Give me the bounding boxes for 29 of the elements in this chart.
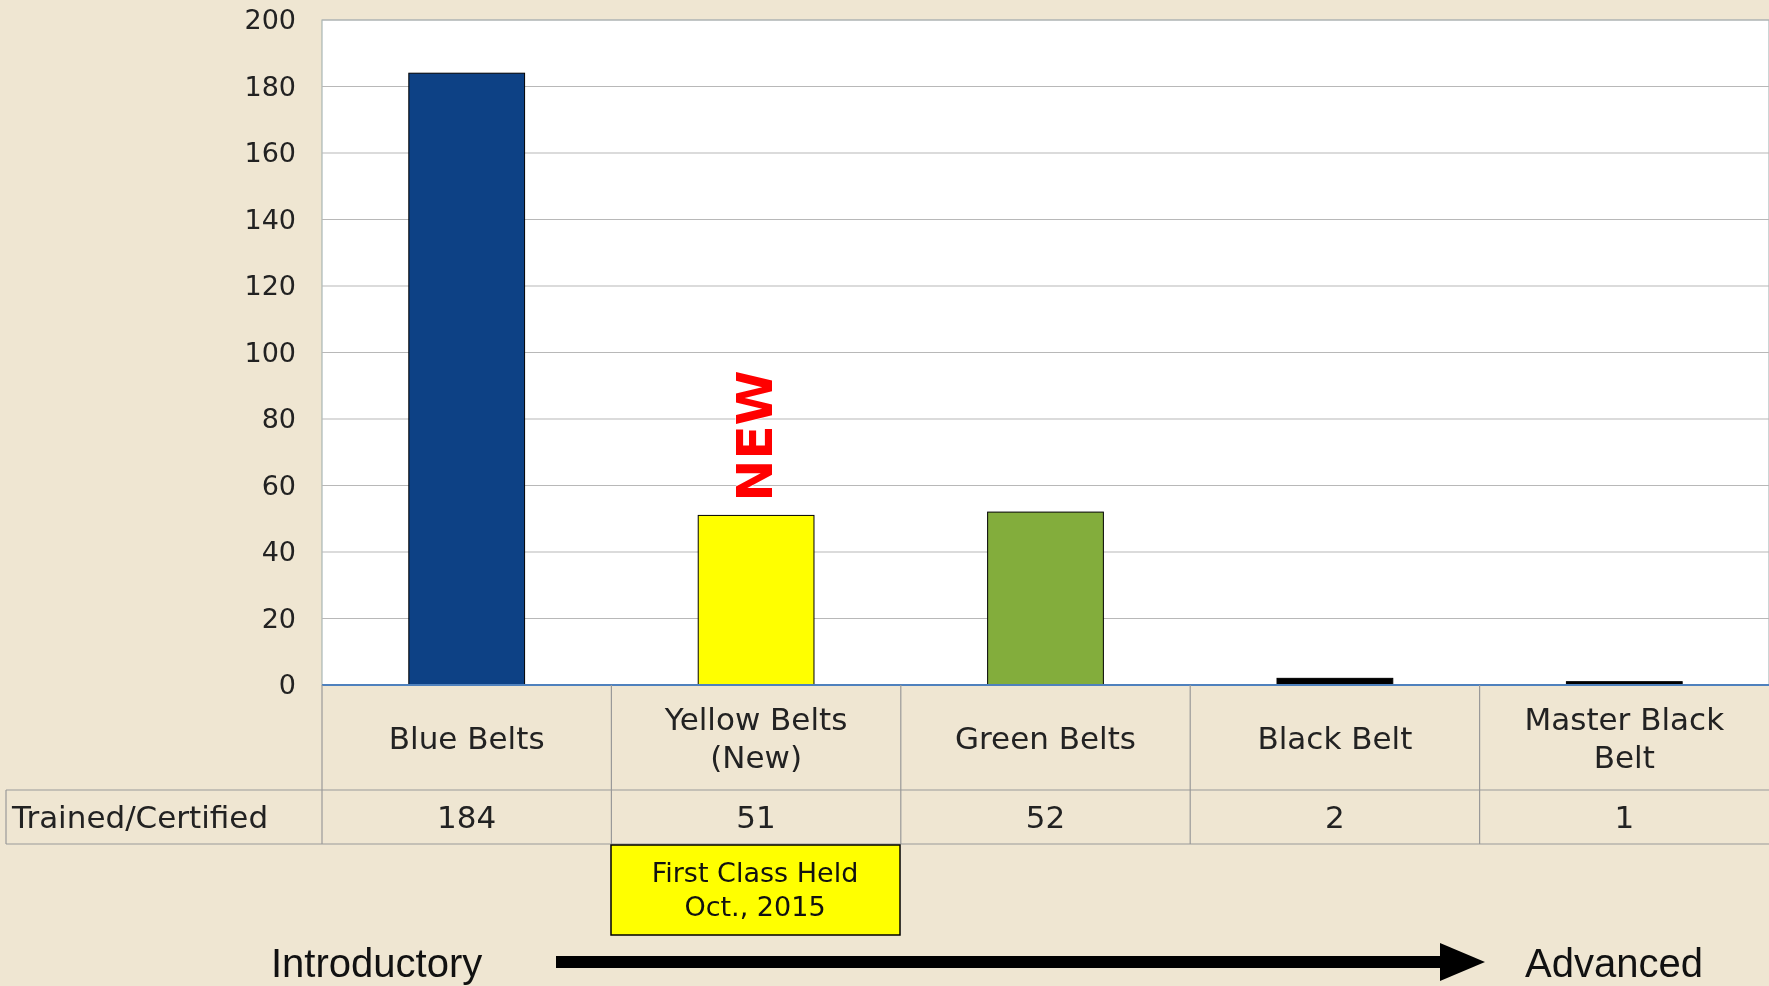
y-tick-label: 60: [261, 469, 296, 501]
y-tick-label: 140: [244, 203, 296, 235]
y-tick-label: 80: [261, 403, 296, 435]
text: Advanced: [1525, 941, 1703, 985]
y-tick-label: 0: [278, 669, 296, 701]
text: Trained/Certified: [11, 798, 269, 835]
y-tick-label: 180: [244, 70, 296, 102]
data-label: 52: [1025, 798, 1066, 835]
y-tick-label: 200: [244, 4, 296, 36]
x-tick-label: Green Belts: [955, 719, 1136, 756]
data-label: 184: [437, 798, 497, 835]
text: Introductory: [271, 941, 483, 985]
y-tick-label: 20: [261, 602, 296, 634]
data-label: 1: [1614, 798, 1635, 835]
x-tick-label: Yellow Belts (New): [663, 700, 848, 775]
y-tick-label: 160: [244, 137, 296, 169]
text: First Class Held Oct., 2015: [651, 857, 859, 923]
bar: [697, 514, 815, 686]
x-tick-label: Blue Belts: [388, 719, 545, 756]
y-tick-label: 100: [244, 336, 296, 368]
y-tick-label: 120: [244, 270, 296, 302]
bar: [408, 72, 526, 686]
data-label: 2: [1325, 798, 1345, 835]
annotation: NEW: [726, 370, 785, 502]
bar: [987, 511, 1104, 686]
data-label: 51: [736, 798, 776, 835]
y-tick-label: 40: [261, 536, 296, 568]
x-tick-label: Black Belt: [1257, 719, 1413, 756]
x-tick-label: Master Black Belt: [1524, 700, 1725, 775]
